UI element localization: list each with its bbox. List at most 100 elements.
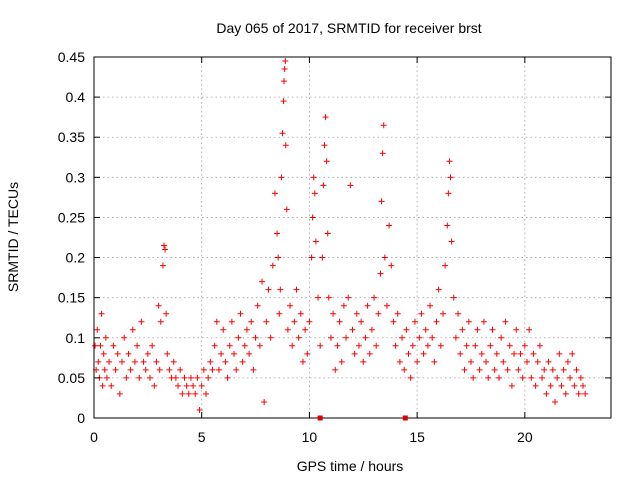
data-point (308, 254, 315, 261)
data-point (487, 342, 494, 349)
data-point (381, 254, 388, 261)
data-point (263, 318, 270, 325)
data-point (541, 366, 548, 373)
data-point (256, 342, 263, 349)
data-point (375, 310, 382, 317)
data-point (366, 350, 373, 357)
data-point (194, 374, 201, 381)
data-point (233, 366, 240, 373)
data-point (269, 262, 276, 269)
data-point (340, 302, 347, 309)
data-point (237, 310, 244, 317)
data-point (289, 342, 296, 349)
x-tick-label: 15 (409, 429, 425, 445)
data-point (250, 366, 257, 373)
data-point (103, 374, 110, 381)
data-point (528, 374, 535, 381)
data-point (392, 342, 399, 349)
data-point (485, 374, 492, 381)
data-point (157, 318, 164, 325)
data-point (489, 326, 496, 333)
data-point (349, 326, 356, 333)
data-point (405, 350, 412, 357)
data-point (325, 294, 332, 301)
data-point (567, 374, 574, 381)
data-point (156, 366, 163, 373)
data-point (386, 222, 393, 229)
data-point (275, 254, 282, 261)
data-point (97, 342, 104, 349)
data-point (506, 342, 513, 349)
data-point (500, 358, 507, 365)
data-point (545, 358, 552, 365)
data-point (144, 350, 151, 357)
y-tick-label: 0.45 (58, 49, 85, 65)
data-point (562, 390, 569, 397)
data-point (220, 326, 227, 333)
data-point (166, 366, 173, 373)
data-point (282, 142, 289, 149)
data-point (121, 334, 128, 341)
data-point (297, 310, 304, 317)
data-point (224, 374, 231, 381)
data-point (521, 342, 528, 349)
data-point (399, 334, 406, 341)
data-point (411, 318, 418, 325)
data-point (92, 342, 99, 349)
plot-frame (93, 56, 612, 419)
data-point (470, 374, 477, 381)
data-point (573, 366, 580, 373)
data-point (267, 334, 274, 341)
axis-marker (402, 415, 408, 421)
data-point (287, 302, 294, 309)
data-point (281, 66, 288, 73)
data-point (422, 326, 429, 333)
data-point (215, 366, 222, 373)
data-point (472, 342, 479, 349)
data-point (511, 350, 518, 357)
x-tick-label: 5 (198, 429, 206, 445)
data-point (345, 294, 352, 301)
y-tick-label: 0.1 (66, 330, 86, 346)
data-point (569, 350, 576, 357)
data-point (480, 318, 487, 325)
data-point (551, 398, 558, 405)
data-point (526, 326, 533, 333)
data-point (134, 342, 141, 349)
data-point (427, 302, 434, 309)
data-point (446, 158, 453, 165)
data-point (571, 382, 578, 389)
data-point (409, 342, 416, 349)
data-point (123, 374, 130, 381)
data-point (164, 350, 171, 357)
data-point (190, 382, 197, 389)
data-point (450, 294, 457, 301)
data-point (279, 130, 286, 137)
data-point (558, 382, 565, 389)
data-point (226, 342, 233, 349)
data-point (448, 238, 455, 245)
data-point (444, 222, 451, 229)
data-point (153, 358, 160, 365)
data-point (513, 326, 520, 333)
data-point (302, 326, 309, 333)
data-point (483, 358, 490, 365)
data-point (515, 366, 522, 373)
data-point (360, 358, 367, 365)
data-point (319, 254, 326, 261)
data-point (539, 374, 546, 381)
data-point (311, 190, 318, 197)
data-point (209, 366, 216, 373)
x-axis-label: GPS time / hours (297, 458, 404, 474)
data-point (207, 358, 214, 365)
data-point (155, 302, 162, 309)
data-point (532, 382, 539, 389)
data-point (161, 242, 168, 249)
data-point (136, 374, 143, 381)
y-axis-label: SRMTID / TECUs (5, 182, 21, 292)
data-point (162, 246, 169, 253)
data-point (231, 350, 238, 357)
data-point (211, 342, 218, 349)
data-point (358, 318, 365, 325)
data-point (108, 382, 115, 389)
